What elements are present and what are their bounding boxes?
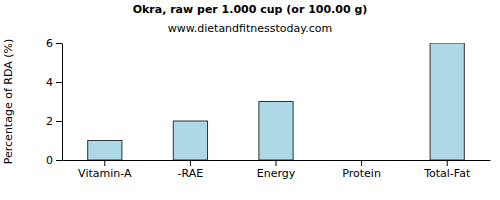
subtitle: www.dietandfitnesstoday.com [168, 22, 332, 35]
x-tick-label: Vitamin-A [78, 167, 132, 180]
x-tick-label: Energy [257, 167, 296, 180]
x-tick-label: -RAE [178, 167, 204, 180]
background [0, 0, 500, 200]
plot: 0 2 4 6 Vitamin-A -RAE Energy Protein Total-Fat [46, 37, 491, 180]
y-tick-label: 4 [46, 76, 53, 89]
y-tick: 0 [46, 154, 62, 167]
bar [173, 121, 207, 160]
y-axis-line [62, 44, 63, 161]
x-tick-mark [361, 160, 362, 166]
x-tick: Vitamin-A [78, 160, 132, 180]
bar [430, 43, 464, 160]
y-tick: 4 [46, 76, 62, 89]
y-tick-mark [56, 121, 62, 122]
y-tick-label: 0 [46, 154, 53, 167]
x-tick: Energy [257, 160, 296, 180]
x-tick: -RAE [178, 160, 204, 180]
x-tick: Protein [342, 160, 381, 180]
bar [344, 160, 378, 161]
x-tick-mark [190, 160, 191, 166]
x-tick-mark [276, 160, 277, 166]
bars [88, 43, 465, 160]
title: Okra, raw per 1.000 cup (or 100.00 g) [133, 3, 368, 16]
y-tick-mark [56, 160, 62, 161]
x-tick-label: Total-Fat [423, 167, 471, 180]
x-axis: Vitamin-A -RAE Energy Protein Total-Fat [63, 160, 491, 180]
y-axis-title: Percentage of RDA (%) [2, 39, 15, 164]
y-tick-label: 6 [46, 37, 53, 50]
x-tick-mark [447, 160, 448, 166]
x-tick: Total-Fat [423, 160, 471, 180]
bar [259, 102, 293, 161]
y-axis: 0 2 4 6 [46, 37, 63, 167]
y-tick-mark [56, 82, 62, 83]
bar [88, 141, 122, 161]
y-tick: 6 [46, 37, 62, 50]
y-tick-label: 2 [46, 115, 53, 128]
y-tick: 2 [46, 115, 62, 128]
y-tick-mark [56, 43, 62, 44]
chart: Okra, raw per 1.000 cup (or 100.00 g) www… [0, 0, 500, 200]
x-tick-label: Protein [342, 167, 381, 180]
x-tick-mark [104, 160, 105, 166]
